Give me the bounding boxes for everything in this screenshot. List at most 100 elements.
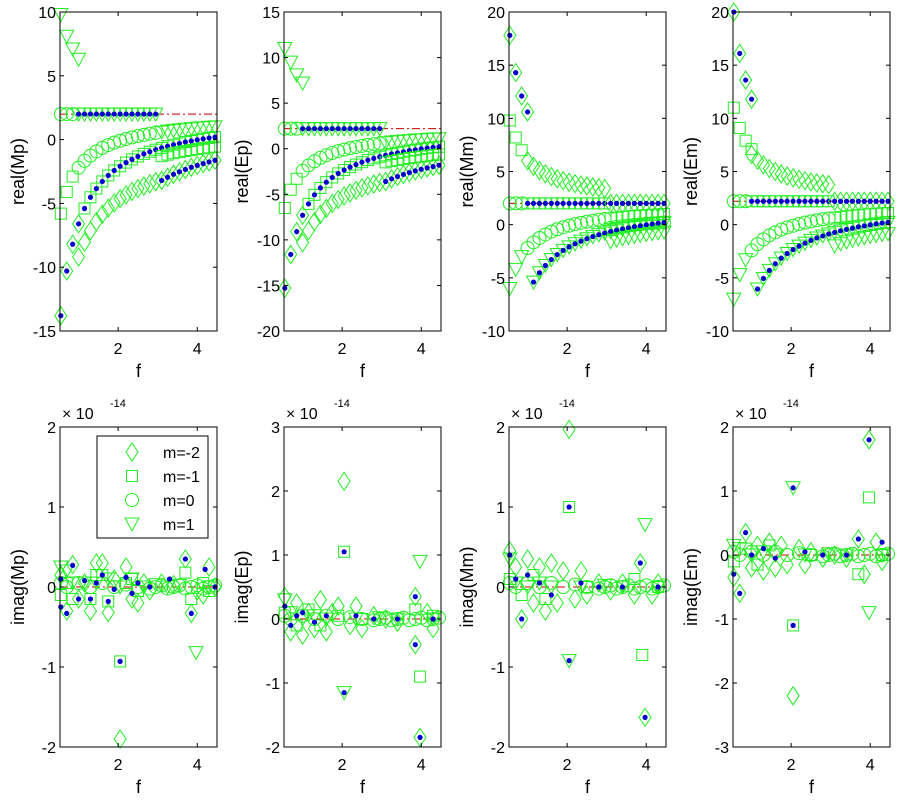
dot-marker <box>566 244 572 250</box>
y-tick-label: -10 <box>257 233 280 250</box>
dot-marker <box>212 157 218 163</box>
dot-marker <box>748 198 755 204</box>
triangle-marker <box>638 227 655 243</box>
y-tick-label: 0 <box>496 580 505 597</box>
triangle-marker <box>537 258 554 274</box>
dot-marker <box>637 200 643 206</box>
diamond-marker <box>119 184 133 205</box>
diamond-marker <box>556 561 570 581</box>
circle-marker <box>797 215 812 230</box>
series-m1 <box>749 215 896 298</box>
square-marker <box>102 595 115 608</box>
dot-marker <box>748 96 755 102</box>
triangle-marker <box>88 576 105 592</box>
dot-marker <box>554 200 560 206</box>
circle-marker <box>851 549 866 564</box>
dot-marker <box>323 613 329 619</box>
dot-marker <box>64 268 70 274</box>
diamond-marker <box>166 574 181 595</box>
y-axis-label: real(Mp) <box>8 138 28 205</box>
series-m1 <box>525 216 672 291</box>
square-marker <box>727 101 740 114</box>
dot-marker <box>305 126 312 132</box>
dot-marker <box>123 111 129 117</box>
triangle-marker <box>731 542 748 557</box>
y-tick-label: 5 <box>47 69 56 86</box>
dot-marker <box>412 168 418 174</box>
dot-marker <box>879 539 885 545</box>
dot-marker <box>649 200 655 206</box>
subplot-real-ep: 2 4 15 10 5 0 -5 -10 -15 -20 f real(Ep) <box>232 5 447 381</box>
dot-marker <box>596 584 602 590</box>
triangle-marker <box>425 612 441 628</box>
x-tick-label: 2 <box>563 341 572 358</box>
diamond-marker <box>295 625 310 645</box>
triangle-marker <box>838 548 855 564</box>
dot-marker <box>371 616 377 622</box>
dot-marker <box>347 126 353 132</box>
circle-marker <box>354 138 369 153</box>
dot-marker <box>843 552 850 558</box>
triangle-marker <box>318 612 335 628</box>
dot-marker <box>566 200 572 206</box>
y-tick-label: 5 <box>720 165 729 182</box>
subplot-imag-mm: 2 4 2 1 0 -1 -2 f imag(Mm) × 10 -14 <box>457 398 672 797</box>
triangle-marker <box>276 593 293 608</box>
dot-marker <box>105 111 111 117</box>
circle-marker <box>142 126 157 141</box>
dot-marker <box>625 200 632 206</box>
dot-marker <box>655 584 661 590</box>
dot-marker <box>353 126 359 132</box>
dot-marker <box>754 198 761 204</box>
dot-marker <box>560 200 566 206</box>
axis-multiplier-base: × 10 <box>735 406 767 423</box>
legend-label: m=-2 <box>163 445 200 462</box>
square-marker <box>636 649 649 661</box>
y-tick-label: -3 <box>715 740 729 757</box>
dot-marker <box>93 185 99 192</box>
series-m1 <box>294 122 388 137</box>
dot-marker <box>87 194 94 200</box>
diamond-marker <box>66 554 80 575</box>
dot-marker <box>548 200 554 206</box>
triangle-marker <box>525 275 542 291</box>
diamond-marker <box>361 175 375 196</box>
dot-marker <box>188 610 194 617</box>
dot-marker <box>542 200 548 206</box>
triangle-marker <box>785 481 801 496</box>
x-tick-label: 2 <box>787 757 796 774</box>
triangle-marker <box>58 29 75 45</box>
y-tick-label: -2 <box>42 740 56 757</box>
diamond-marker <box>313 589 327 610</box>
triangle-marker <box>513 250 530 265</box>
dot-marker <box>329 174 335 181</box>
y-tick-label: -1 <box>491 660 505 677</box>
diamond-marker <box>113 188 127 209</box>
square-marker <box>733 121 746 134</box>
subplot-real-em: 2 4 20 15 10 5 0 -5 -10 f real(Em) <box>681 2 896 381</box>
triangle-marker <box>767 257 784 272</box>
dot-marker <box>412 594 418 600</box>
dot-marker <box>602 230 608 236</box>
circle-marker <box>502 196 517 211</box>
triangle-marker <box>749 282 766 298</box>
y-axis-label: imag(Mp) <box>8 549 28 625</box>
y-tick-label: 10 <box>487 111 505 128</box>
triangle-marker <box>874 548 890 564</box>
triangle-marker <box>561 654 577 669</box>
diamond-marker <box>367 605 381 626</box>
dot-marker <box>317 185 323 191</box>
dot-marker <box>147 149 153 155</box>
y-tick-label: 0 <box>720 548 729 565</box>
dot-marker <box>578 580 584 586</box>
triangle-marker <box>644 227 660 242</box>
x-tick-label: 4 <box>642 757 651 774</box>
dot-marker <box>341 167 347 173</box>
dot-marker <box>412 642 418 648</box>
triangle-marker <box>188 646 204 661</box>
series-m-2 <box>155 150 222 191</box>
diamond-marker <box>503 541 517 561</box>
diamond-marker <box>307 618 322 639</box>
dot-marker <box>99 572 105 578</box>
series-m-2 <box>54 213 86 326</box>
